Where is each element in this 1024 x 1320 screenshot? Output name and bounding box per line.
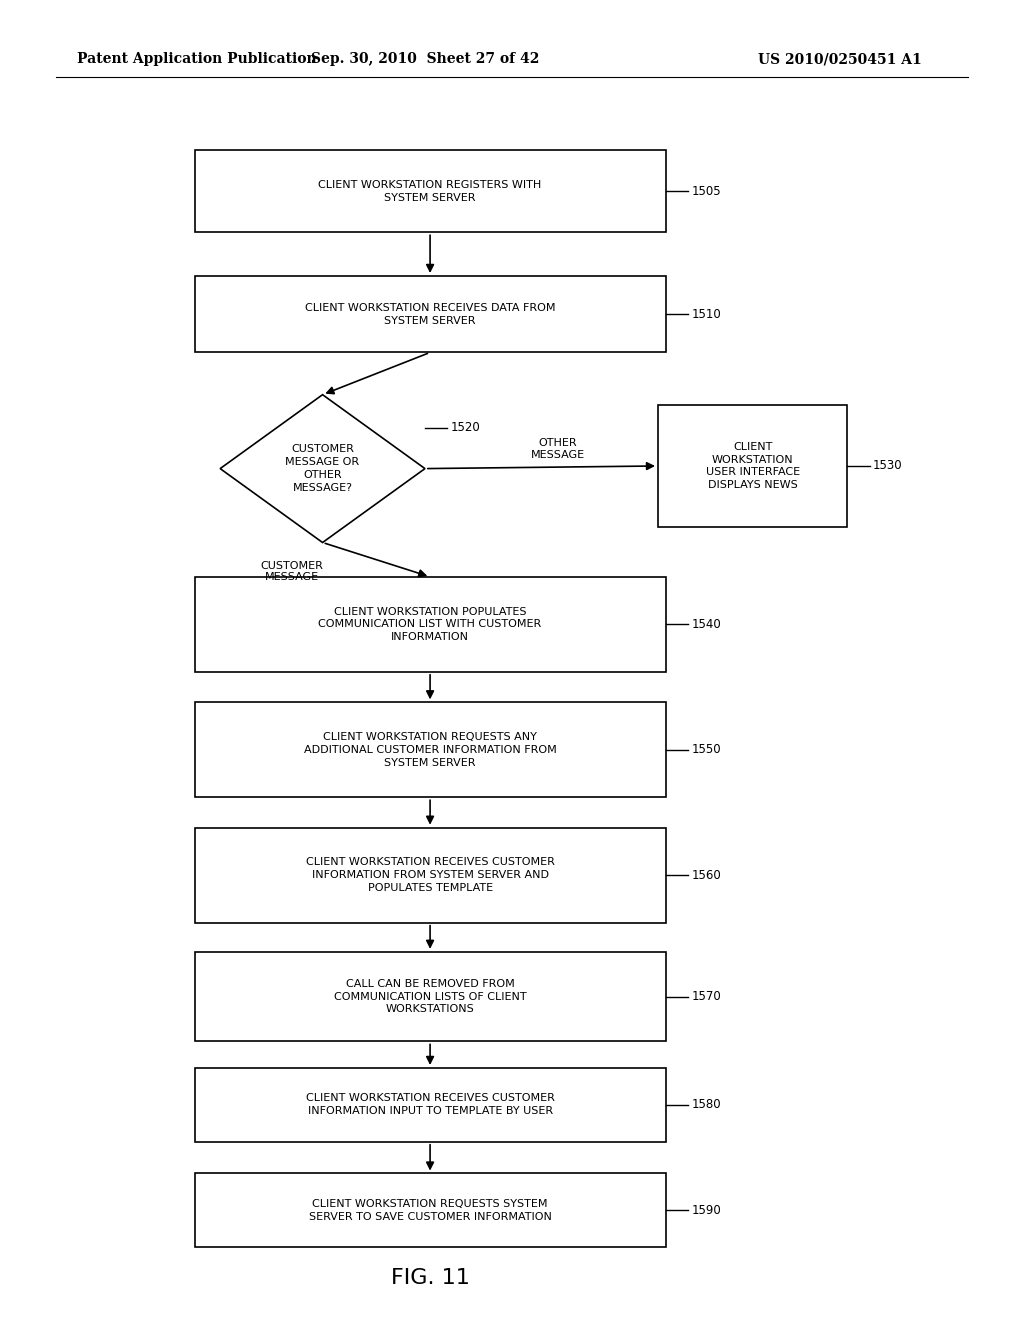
Bar [195, 952, 666, 1041]
Text: 1570: 1570 [691, 990, 721, 1003]
Bar [195, 1068, 666, 1142]
Text: Patent Application Publication: Patent Application Publication [77, 53, 316, 66]
Text: CLIENT WORKSTATION POPULATES
COMMUNICATION LIST WITH CUSTOMER
INFORMATION: CLIENT WORKSTATION POPULATES COMMUNICATI… [318, 607, 542, 642]
Text: CLIENT
WORKSTATION
USER INTERFACE
DISPLAYS NEWS: CLIENT WORKSTATION USER INTERFACE DISPLA… [706, 442, 800, 490]
Text: 1520: 1520 [451, 421, 480, 434]
Text: 1530: 1530 [872, 459, 902, 473]
Text: 1580: 1580 [691, 1098, 721, 1111]
Bar [195, 577, 666, 672]
Text: CLIENT WORKSTATION REQUESTS ANY
ADDITIONAL CUSTOMER INFORMATION FROM
SYSTEM SERV: CLIENT WORKSTATION REQUESTS ANY ADDITION… [304, 733, 556, 767]
Text: CLIENT WORKSTATION REQUESTS SYSTEM
SERVER TO SAVE CUSTOMER INFORMATION: CLIENT WORKSTATION REQUESTS SYSTEM SERVE… [308, 1199, 552, 1222]
Bar [195, 1173, 666, 1247]
Text: 1510: 1510 [691, 308, 721, 321]
Text: Sep. 30, 2010  Sheet 27 of 42: Sep. 30, 2010 Sheet 27 of 42 [310, 53, 540, 66]
Text: CLIENT WORKSTATION RECEIVES DATA FROM
SYSTEM SERVER: CLIENT WORKSTATION RECEIVES DATA FROM SY… [305, 302, 555, 326]
Text: 1550: 1550 [691, 743, 721, 756]
Text: OTHER
MESSAGE: OTHER MESSAGE [531, 438, 585, 459]
Bar [195, 828, 666, 923]
Bar [657, 405, 847, 527]
Text: US 2010/0250451 A1: US 2010/0250451 A1 [758, 53, 922, 66]
Bar [195, 702, 666, 797]
Text: CLIENT WORKSTATION REGISTERS WITH
SYSTEM SERVER: CLIENT WORKSTATION REGISTERS WITH SYSTEM… [318, 180, 542, 203]
Text: CLIENT WORKSTATION RECEIVES CUSTOMER
INFORMATION INPUT TO TEMPLATE BY USER: CLIENT WORKSTATION RECEIVES CUSTOMER INF… [305, 1093, 555, 1117]
Text: 1590: 1590 [691, 1204, 721, 1217]
Text: FIG. 11: FIG. 11 [390, 1267, 470, 1288]
Bar [195, 276, 666, 352]
Text: CLIENT WORKSTATION RECEIVES CUSTOMER
INFORMATION FROM SYSTEM SERVER AND
POPULATE: CLIENT WORKSTATION RECEIVES CUSTOMER INF… [305, 858, 555, 892]
Text: 1540: 1540 [691, 618, 721, 631]
Text: CUSTOMER
MESSAGE: CUSTOMER MESSAGE [260, 561, 324, 582]
Text: 1505: 1505 [691, 185, 721, 198]
Text: CALL CAN BE REMOVED FROM
COMMUNICATION LISTS OF CLIENT
WORKSTATIONS: CALL CAN BE REMOVED FROM COMMUNICATION L… [334, 979, 526, 1014]
Text: 1560: 1560 [691, 869, 721, 882]
Polygon shape [220, 395, 425, 543]
Text: CUSTOMER
MESSAGE OR
OTHER
MESSAGE?: CUSTOMER MESSAGE OR OTHER MESSAGE? [286, 445, 359, 492]
Bar [195, 150, 666, 232]
